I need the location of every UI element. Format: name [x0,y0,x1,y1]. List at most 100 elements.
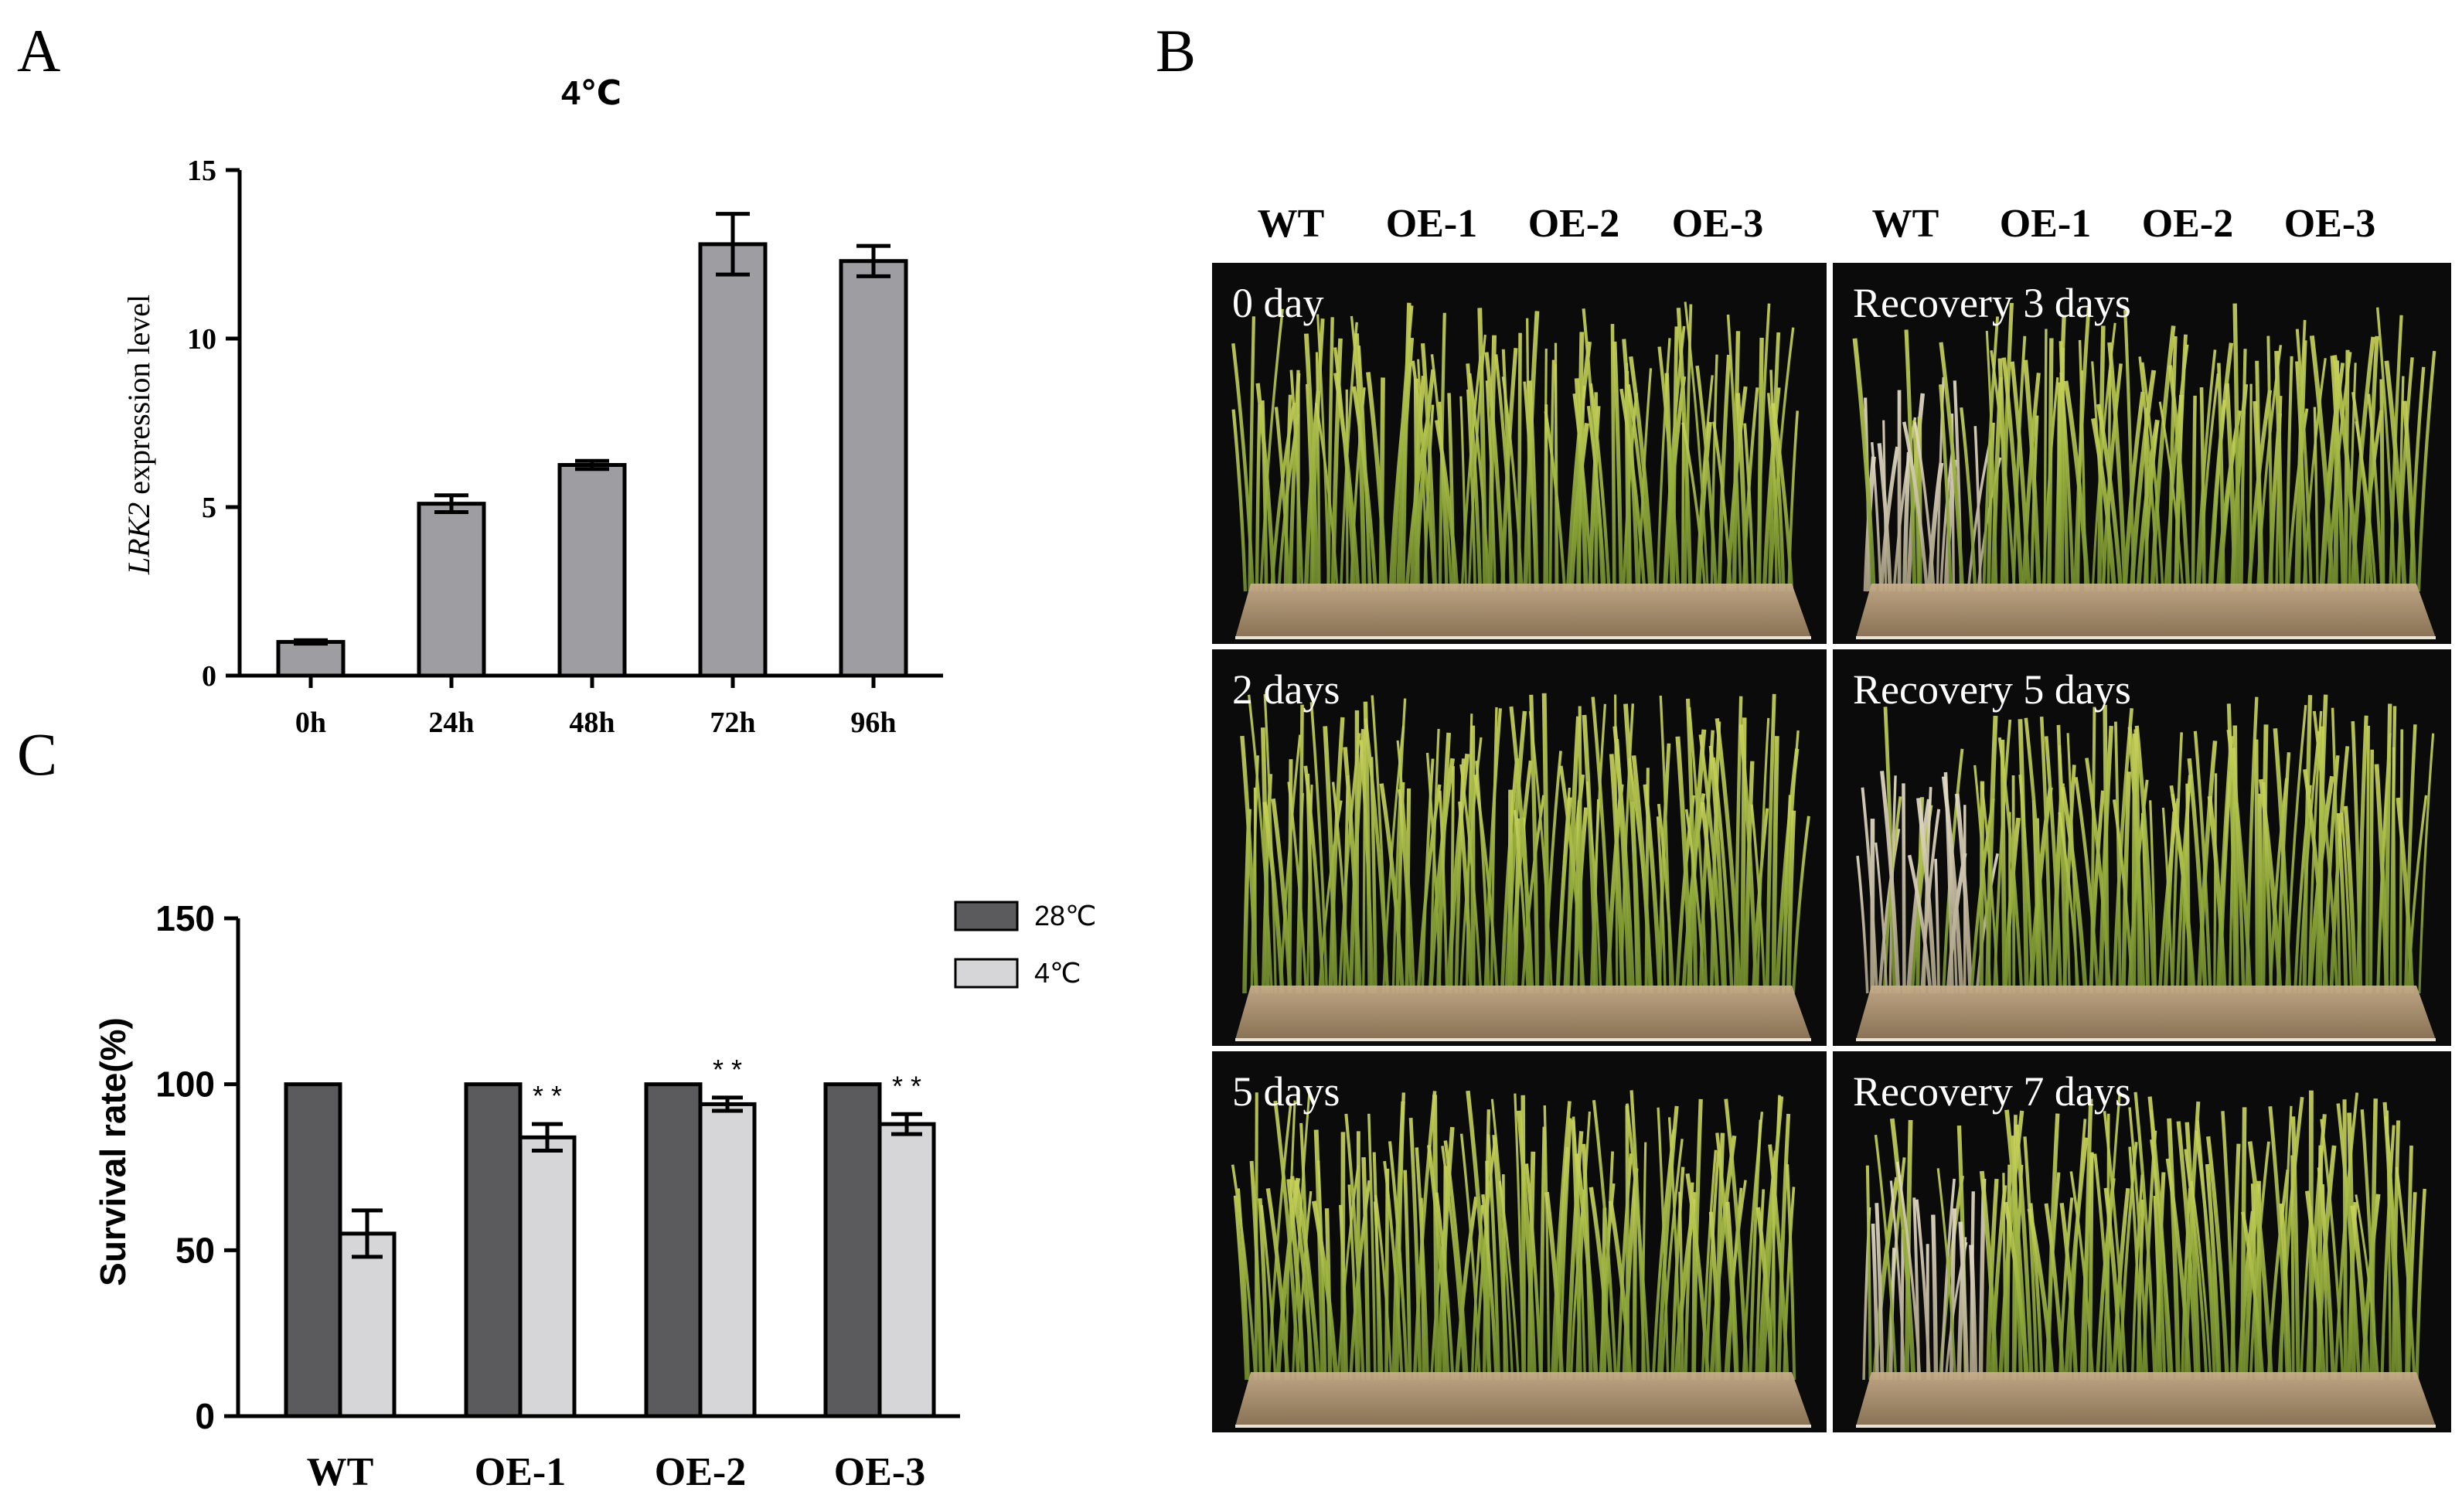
seedling-blade [1608,1200,1633,1381]
seedling-blade [1435,420,1459,592]
chart-a-ylabel-gene: LRK2 [121,502,156,575]
seedling-blade [1657,1107,1670,1381]
seedling-photo: 0 day [1212,263,1827,644]
chart-c-category-label: OE-1 [475,1450,566,1494]
seedling-blade [1458,801,1473,994]
seedling-blade [2161,807,2174,994]
seedling-blade [1260,727,1270,994]
photo-timepoint-label: 5 days [1232,1068,1340,1115]
legend-swatch-4c [954,958,1019,989]
seedling-blade [1558,765,1585,994]
seedling-blade [1786,1164,1796,1381]
chart-a-bar [276,639,346,678]
seedling-blade [1449,766,1455,994]
seedling-blade [2150,325,2176,592]
seedling-blade [1725,1201,1739,1381]
seedling-blade [1443,1140,1469,1381]
seedling-blade [1676,308,1693,592]
seedling-blade [1852,338,1876,592]
seedling-blade [1240,735,1258,994]
seedling-blade [1427,1145,1450,1381]
seedling-blade [2165,1158,2192,1381]
seedling-blade [1708,745,1728,994]
seedling-blade [1755,1189,1766,1381]
seedling-blade [1459,1133,1481,1381]
seedling-blade [2404,724,2417,994]
seedling-blade [1990,349,2016,592]
seedling-blade [2240,1107,2247,1381]
seedling-blade [1267,1104,1292,1381]
seedling-blade [1374,1194,1393,1381]
seedling-blade [2402,400,2417,592]
seedling-blade [2134,725,2157,994]
seedling-blade [2027,1208,2055,1381]
seedling-blade [1367,1113,1377,1381]
seedling-blade [2279,1203,2292,1381]
seedling-blade [1354,333,1367,592]
seedling-blade [2313,407,2319,592]
seedling-blade [1765,693,1776,994]
seedling-blade [1871,441,1882,592]
seedling-blade [1915,1199,1931,1381]
seedling-blade [2380,1125,2396,1381]
seedling-blade [1678,1191,1684,1381]
seedling-blade [2000,302,2014,592]
seedling-blade [1685,1173,1711,1381]
seedling-blade [1717,354,1732,592]
seedling-blade [1509,706,1534,994]
seedling-blade [1454,1196,1479,1381]
seedling-blade [2416,350,2436,592]
seedling-blade [1435,1192,1455,1381]
seedling-blade [1700,802,1720,994]
seedling-blade [1384,1168,1390,1381]
seedling-blade [1985,330,1998,592]
seedling-blade [2218,771,2232,994]
chart-c-ylabel: Survival rate(%) [93,1017,133,1286]
seedling-blade [2171,794,2196,994]
seedling-blade [2089,707,2096,994]
chart-c-significance: * * [892,1070,921,1102]
seedling-blade [1572,393,1594,592]
seedling-blade [1438,790,1449,994]
seedling-blade [2295,329,2313,592]
seedling-blade [1877,443,1892,592]
seedling-blade [2365,335,2379,592]
seedling-blade [1735,393,1749,592]
seedling-blade [2350,1205,2370,1381]
seedling-blade [1684,809,1706,994]
seedling-blades [1862,1090,2426,1381]
seedling-blade [1997,358,2009,592]
seedling-blade [1286,1179,1306,1381]
seedling-blade [1287,782,1308,994]
seedling-blade [2273,728,2292,994]
seedling-blade [1768,1144,1789,1381]
seedling-blade [2367,393,2384,592]
seedling-blade [2133,1091,2157,1381]
seedling-blade [1701,1149,1718,1381]
seedling-blade [2309,335,2335,592]
photo-panel: WT WT OE-1 OE-1 OE-2 OE-2 OE-3 OE-3 0 day 2 days… [1207,202,2457,1438]
seedling-blade [1657,803,1675,994]
chart-a-bar [839,259,908,678]
seedling-blade [2384,1115,2402,1381]
chart-c-bar [644,1082,703,1418]
seedling-blade [1975,853,1999,994]
seedling-blade [1494,354,1515,592]
seedling-blade [2096,404,2123,592]
seedling-blade [1501,376,1524,592]
seedling-blade [2232,303,2241,592]
seedling-blade [1902,421,1929,592]
seedling-blade [2217,363,2225,592]
seedling-blade [2207,795,2227,994]
seedling-blade [1710,354,1718,592]
seedling-blade [1681,422,1707,592]
seedling-blade [1643,784,1663,994]
seedling-blade [1541,693,1550,994]
seedling-blade [2399,729,2404,994]
seedling-blade [2167,1118,2181,1381]
seedling-blade [1610,324,1616,592]
seedling-blade [2290,1116,2300,1381]
seedling-blade [2392,747,2396,994]
seedling-blade [1671,326,1679,592]
seedling-blade [2014,1124,2034,1381]
